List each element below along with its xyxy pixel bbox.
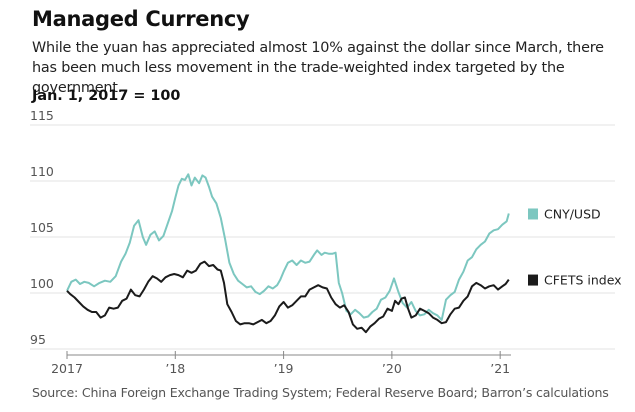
y-tick-label: 110 <box>30 164 54 179</box>
series-line-cny-usd <box>66 173 510 321</box>
chart-subtitle: While the yuan has appreciated almost 10… <box>32 40 604 96</box>
gridlines <box>30 124 615 350</box>
y-tick-label: 100 <box>30 276 54 291</box>
legend-swatch <box>528 274 538 286</box>
chart-title: Managed Currency <box>32 7 250 31</box>
x-axis: 2017 ’18 ’19 ’20 ’21 <box>51 351 511 376</box>
source-note: Source: China Foreign Exchange Trading S… <box>32 385 609 400</box>
legend: CNY/USD CFETS index <box>528 206 622 288</box>
series <box>66 173 510 334</box>
y-tick-label: 95 <box>30 332 46 347</box>
y-axis: 95 100 105 110 115 <box>30 108 54 347</box>
y-tick-label: 115 <box>30 108 54 123</box>
series-line-cfets-index <box>66 260 510 334</box>
legend-label: CNY/USD <box>544 206 601 221</box>
x-tick-label: 2017 <box>51 361 83 376</box>
unit-label: Jan. 1, 2017 = 100 <box>32 88 181 104</box>
x-tick-label: ’21 <box>490 361 510 376</box>
y-tick-label: 105 <box>30 220 54 235</box>
legend-label: CFETS index <box>544 273 622 288</box>
legend-swatch <box>528 208 538 220</box>
x-tick-label: ’18 <box>165 361 185 376</box>
x-tick-label: ’20 <box>382 361 402 376</box>
x-tick-label: ’19 <box>274 361 294 376</box>
